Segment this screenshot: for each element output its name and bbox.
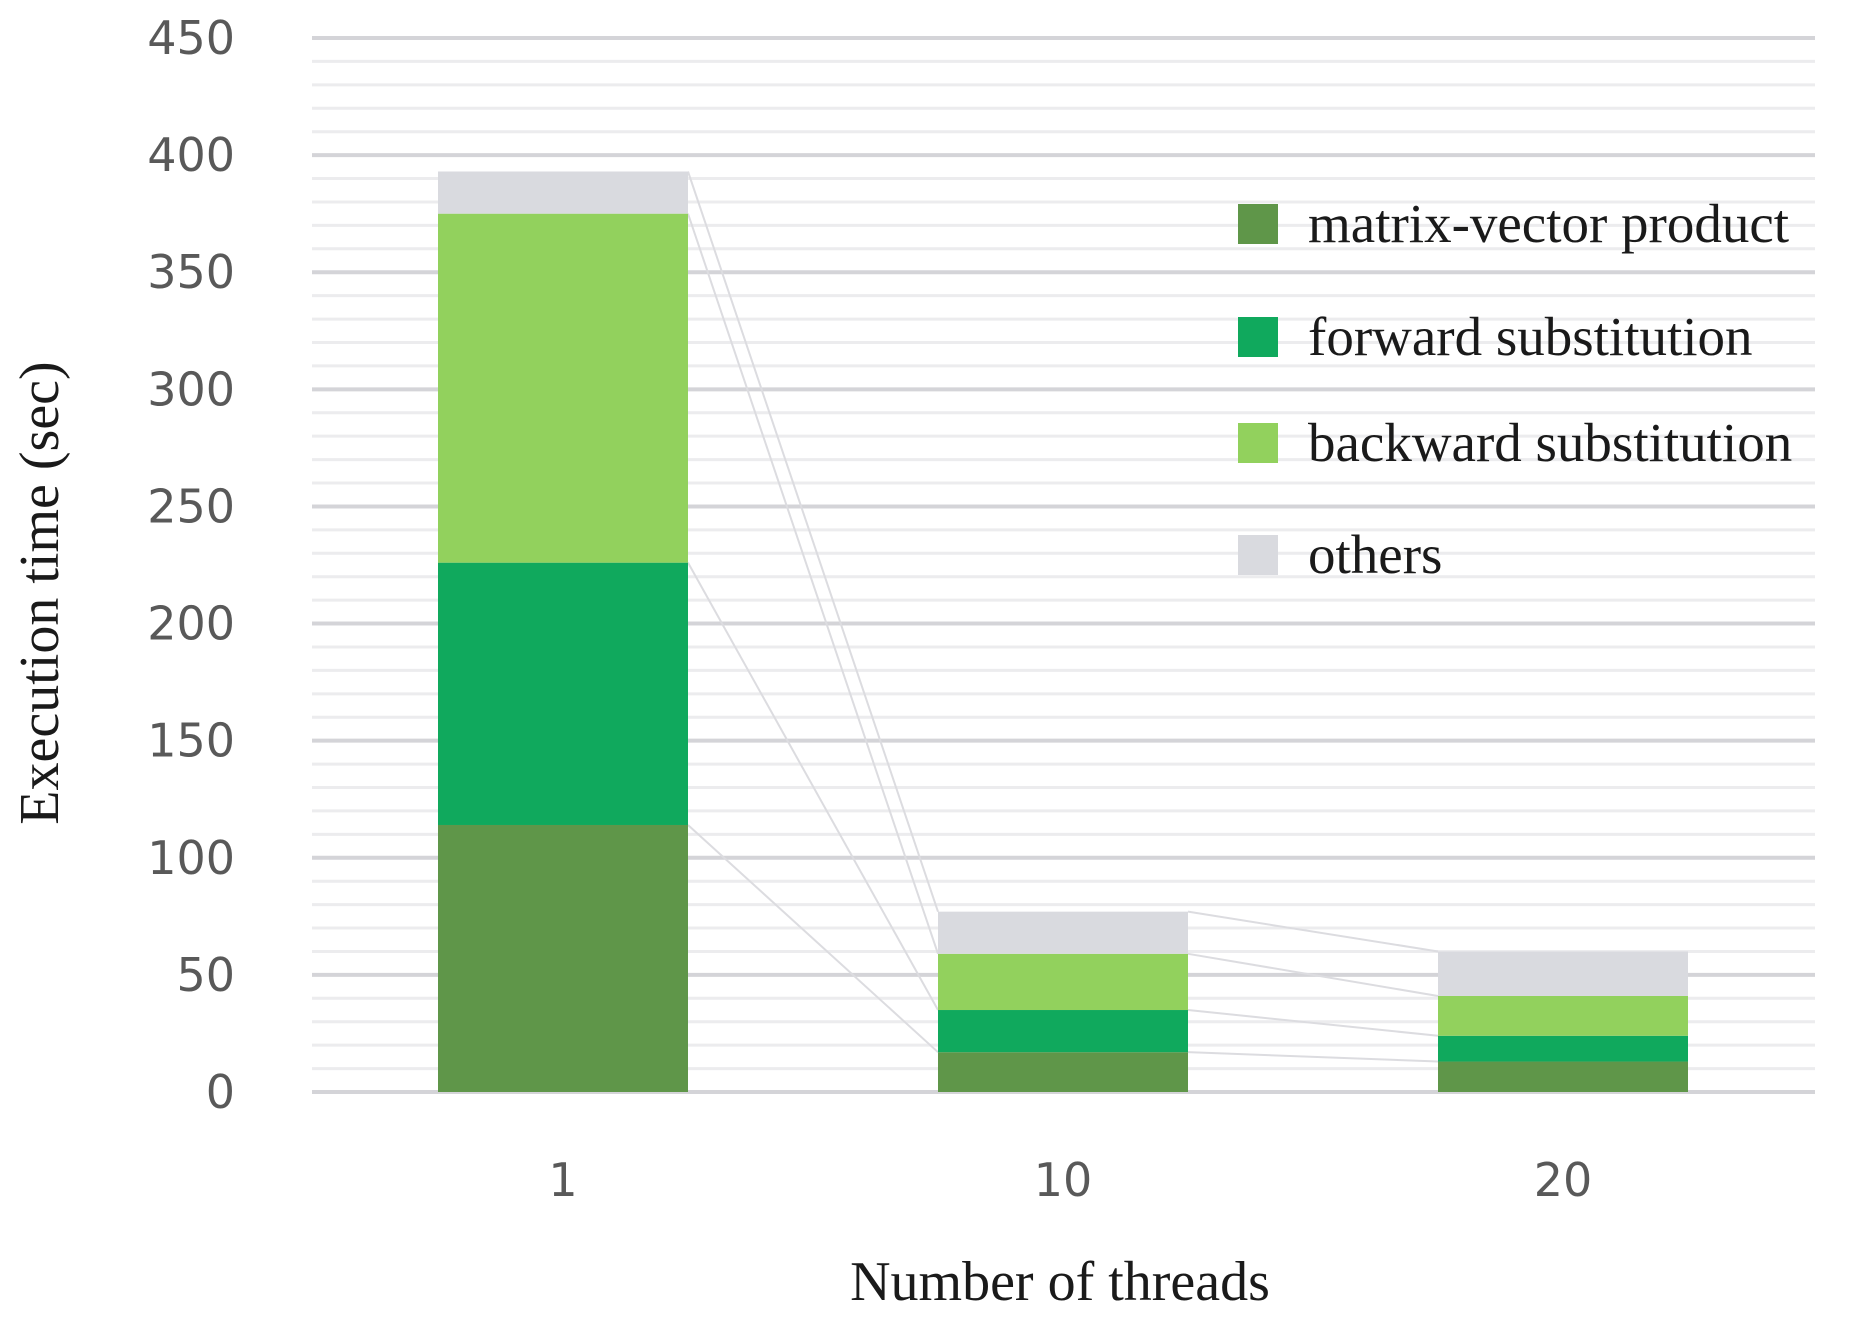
legend-swatch bbox=[1238, 535, 1278, 575]
x-tick-label: 1 bbox=[548, 1153, 577, 1207]
series-line bbox=[1187, 910, 1439, 953]
x-tick-label: 20 bbox=[1534, 1153, 1593, 1207]
bar-segment bbox=[1438, 995, 1688, 1036]
bar-segment bbox=[1438, 1061, 1688, 1092]
series-line bbox=[687, 562, 939, 1011]
bars bbox=[438, 171, 1688, 1092]
legend-swatch bbox=[1238, 204, 1278, 244]
y-tick-label: 0 bbox=[206, 1065, 235, 1119]
y-tick-label: 200 bbox=[147, 597, 235, 651]
y-tick-label: 300 bbox=[147, 362, 235, 416]
bar-segment bbox=[1438, 1035, 1688, 1062]
legend-label: backward substitution bbox=[1308, 412, 1792, 473]
series-line bbox=[687, 213, 939, 955]
series-connector-lines bbox=[687, 171, 1439, 1063]
bar-segment bbox=[438, 824, 688, 1092]
y-tick-label: 400 bbox=[147, 128, 235, 182]
legend-swatch bbox=[1238, 317, 1278, 357]
bar-segment bbox=[1438, 951, 1688, 996]
y-tick-label: 100 bbox=[147, 831, 235, 885]
series-line bbox=[687, 824, 939, 1053]
x-tick-label: 10 bbox=[1034, 1153, 1093, 1207]
legend-swatch bbox=[1238, 423, 1278, 463]
series-line bbox=[1187, 1051, 1439, 1063]
y-tick-label: 450 bbox=[147, 11, 235, 65]
y-axis-title: Execution time (sec) bbox=[9, 361, 71, 824]
legend-label: matrix-vector product bbox=[1308, 193, 1789, 254]
y-tick-label: 50 bbox=[176, 948, 235, 1002]
y-tick-label: 350 bbox=[147, 245, 235, 299]
y-tick-label: 250 bbox=[147, 479, 235, 533]
series-line bbox=[1187, 1009, 1439, 1037]
legend: matrix-vector product forward substitutio… bbox=[1238, 193, 1792, 585]
bar-segment bbox=[938, 911, 1188, 954]
bar-segment bbox=[438, 562, 688, 825]
x-axis-tick-labels: 1 10 20 bbox=[548, 1153, 1592, 1207]
y-tick-label: 150 bbox=[147, 714, 235, 768]
y-axis-tick-labels: 0 50 100 150 200 250 300 350 400 450 bbox=[147, 11, 235, 1119]
bar-segment bbox=[438, 213, 688, 563]
series-line bbox=[1187, 952, 1439, 997]
bar-segment bbox=[938, 953, 1188, 1011]
x-axis-title: Number of threads bbox=[850, 1251, 1270, 1313]
legend-label: forward substitution bbox=[1308, 306, 1753, 367]
bar-segment bbox=[438, 171, 688, 214]
series-line bbox=[687, 171, 939, 912]
bar-segment bbox=[938, 1010, 1188, 1053]
bar-segment bbox=[938, 1052, 1188, 1092]
legend-label: others bbox=[1308, 524, 1442, 585]
